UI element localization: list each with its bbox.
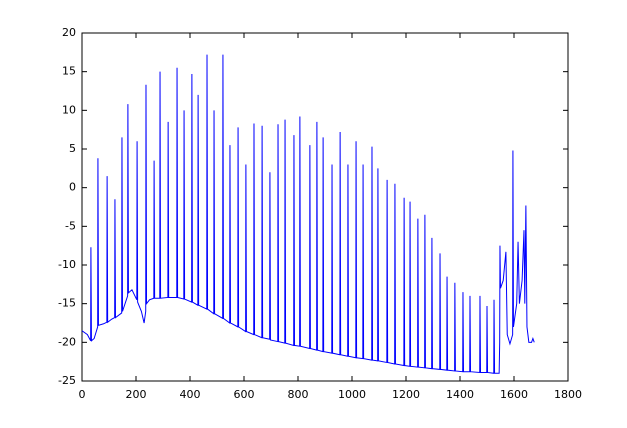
y-tick-label: 10 bbox=[62, 103, 76, 116]
y-tick-label: -20 bbox=[58, 335, 76, 348]
y-tick-label: -25 bbox=[58, 374, 76, 387]
y-tick-label: 5 bbox=[69, 142, 76, 155]
x-tick-label: 1200 bbox=[392, 388, 420, 401]
x-tick-label: 0 bbox=[79, 388, 86, 401]
y-tick-label: -10 bbox=[58, 258, 76, 271]
x-tick-label: 400 bbox=[180, 388, 201, 401]
axes-box bbox=[81, 32, 569, 382]
x-tick-label: 1000 bbox=[338, 388, 366, 401]
x-tick-label: 1800 bbox=[554, 388, 582, 401]
x-tick-label: 800 bbox=[288, 388, 309, 401]
x-tick-label: 200 bbox=[126, 388, 147, 401]
x-tick-label: 1600 bbox=[500, 388, 528, 401]
y-tick-label: 15 bbox=[62, 65, 76, 78]
x-tick-label: 600 bbox=[234, 388, 255, 401]
x-tick-label: 1400 bbox=[446, 388, 474, 401]
y-tick-label: 20 bbox=[62, 26, 76, 39]
data-line bbox=[81, 54, 535, 374]
y-tick-label: -15 bbox=[58, 297, 76, 310]
y-tick-label: -5 bbox=[65, 219, 76, 232]
y-tick-label: 0 bbox=[69, 181, 76, 194]
